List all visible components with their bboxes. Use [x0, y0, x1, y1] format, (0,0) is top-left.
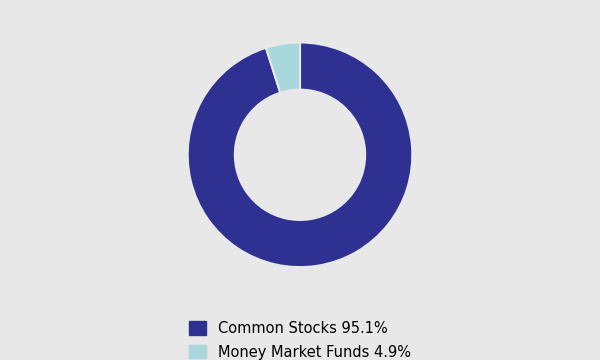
- Wedge shape: [188, 42, 412, 267]
- Wedge shape: [266, 42, 300, 93]
- Legend: Common Stocks 95.1%, Money Market Funds 4.9%: Common Stocks 95.1%, Money Market Funds …: [182, 314, 418, 360]
